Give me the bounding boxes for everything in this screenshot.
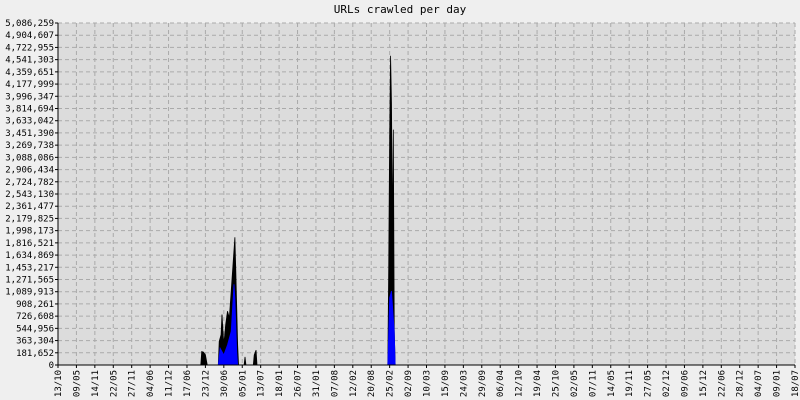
x-tick-label: 04/07 xyxy=(754,370,764,397)
x-tick-label: 31/01 xyxy=(312,370,322,397)
y-tick-label: 1,998,173 xyxy=(5,227,54,237)
y-tick-label: 2,724,782 xyxy=(5,178,54,188)
y-tick-label: 1,089,913 xyxy=(5,288,54,298)
x-tick-label: 17/06 xyxy=(183,370,193,397)
x-tick-label: 20/08 xyxy=(367,370,377,397)
x-tick-label: 19/04 xyxy=(533,370,543,397)
x-tick-label: 15/09 xyxy=(441,370,451,397)
y-tick-label: 363,304 xyxy=(16,337,54,347)
x-tick-label: 11/12 xyxy=(165,370,175,397)
y-tick-label: 3,088,086 xyxy=(5,153,54,163)
y-tick-label: 726,608 xyxy=(16,312,54,322)
x-tick-label: 07/11 xyxy=(588,370,598,397)
y-tick-label: 5,086,259 xyxy=(5,19,54,29)
y-tick-label: 1,816,521 xyxy=(5,239,54,249)
x-tick-label: 02/05 xyxy=(570,370,580,397)
y-tick-label: 3,451,390 xyxy=(5,129,54,139)
y-tick-label: 3,633,042 xyxy=(5,117,54,127)
x-tick-label: 14/05 xyxy=(607,370,617,397)
x-tick-label: 23/12 xyxy=(201,370,211,397)
x-tick-label: 12/10 xyxy=(515,370,525,397)
x-tick-label: 02/12 xyxy=(662,370,672,397)
y-tick-label: 4,722,955 xyxy=(5,43,54,53)
x-tick-label: 05/01 xyxy=(238,370,248,397)
x-tick-label: 19/11 xyxy=(625,370,635,397)
x-tick-label: 09/05 xyxy=(72,370,82,397)
x-tick-label: 22/06 xyxy=(717,370,727,397)
y-tick-label: 3,814,694 xyxy=(5,105,54,115)
x-tick-label: 14/11 xyxy=(91,370,101,397)
x-tick-label: 29/09 xyxy=(478,370,488,397)
x-tick-label: 26/07 xyxy=(294,370,304,397)
x-tick-label: 09/01 xyxy=(773,370,783,397)
y-tick-label: 2,543,130 xyxy=(5,190,54,200)
x-tick-label: 15/12 xyxy=(699,370,709,397)
y-tick-label: 2,179,825 xyxy=(5,214,54,224)
x-tick-label: 07/08 xyxy=(330,370,340,397)
x-tick-label: 13/10 xyxy=(54,370,64,397)
y-tick-label: 2,906,434 xyxy=(5,166,54,176)
y-tick-label: 3,269,738 xyxy=(5,141,54,151)
x-tick-label: 22/05 xyxy=(109,370,119,397)
y-tick-label: 4,177,999 xyxy=(5,80,54,90)
y-tick-label: 1,634,869 xyxy=(5,251,54,261)
y-tick-label: 3,996,347 xyxy=(5,92,54,102)
y-tick-label: 4,541,303 xyxy=(5,56,54,66)
x-tick-label: 18/07 xyxy=(791,370,800,397)
x-tick-label: 04/06 xyxy=(146,370,156,397)
x-tick-label: 24/03 xyxy=(459,370,469,397)
x-tick-label: 27/11 xyxy=(128,370,138,397)
x-tick-label: 30/06 xyxy=(220,370,230,397)
x-tick-label: 02/09 xyxy=(404,370,414,397)
x-tick-label: 25/02 xyxy=(386,370,396,397)
y-tick-label: 1,271,565 xyxy=(5,275,54,285)
x-tick-label: 09/06 xyxy=(680,370,690,397)
y-tick-label: 4,359,651 xyxy=(5,68,54,78)
x-tick-label: 25/10 xyxy=(551,370,561,397)
y-tick-label: 4,904,607 xyxy=(5,31,54,41)
y-tick-label: 908,261 xyxy=(16,300,54,310)
y-tick-label: 2,361,477 xyxy=(5,202,54,212)
x-tick-label: 28/12 xyxy=(736,370,746,397)
x-tick-label: 27/05 xyxy=(644,370,654,397)
x-tick-label: 06/04 xyxy=(496,370,506,397)
y-tick-label: 544,956 xyxy=(16,324,54,334)
series-area xyxy=(217,284,396,366)
series-area xyxy=(200,55,396,366)
y-tick-label: 1,453,217 xyxy=(5,263,54,273)
chart-title: URLs crawled per day xyxy=(334,3,467,16)
x-tick-label: 18/01 xyxy=(275,370,285,397)
y-tick-label: 181,652 xyxy=(16,349,54,359)
y-tick-label: 0 xyxy=(49,361,54,371)
x-tick-label: 13/07 xyxy=(257,370,267,397)
x-tick-label: 12/02 xyxy=(349,370,359,397)
x-tick-label: 10/03 xyxy=(423,370,433,397)
